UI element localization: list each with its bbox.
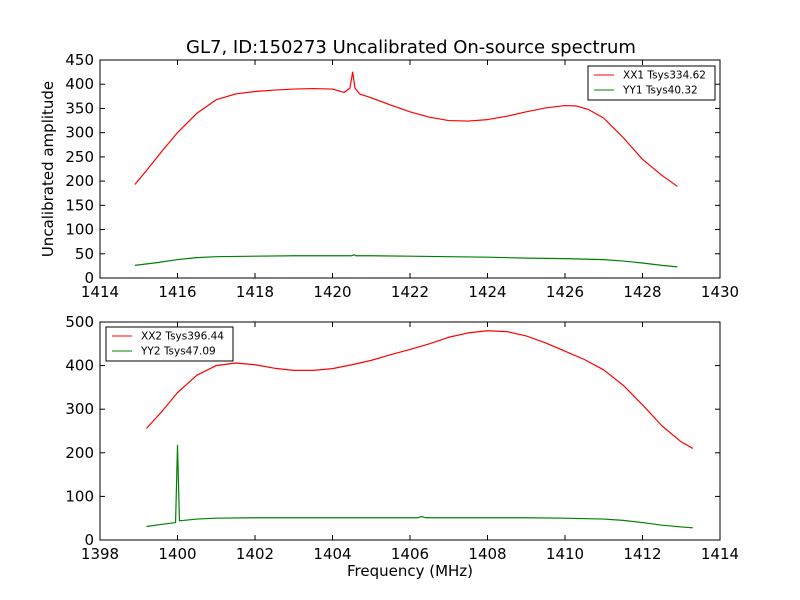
top-legend-label-xx1: XX1 Tsys334.62: [623, 70, 706, 82]
bottom-y-ticks: 0 100 200 300 400 500: [65, 313, 720, 549]
top-x-tick-label: 1430: [701, 283, 739, 301]
top-y-tick-label: 400: [65, 75, 94, 93]
bottom-y-tick-label: 100: [65, 487, 94, 505]
top-legend-box: [587, 65, 716, 101]
top-y-tick-label: 0: [84, 269, 94, 287]
bottom-series-line-xx2: [146, 330, 694, 449]
bottom-legend: XX2 Tsys396.44 YY2 Tsys47.09: [105, 326, 234, 362]
top-legend: XX1 Tsys334.62 YY1 Tsys40.32: [587, 65, 716, 101]
top-y-tick-label: 300: [65, 124, 94, 142]
bottom-x-tick-label: 1408: [468, 545, 506, 563]
bottom-legend-box: [105, 326, 234, 362]
top-x-tick-label: 1416: [158, 283, 196, 301]
bottom-series-line-yy2: [146, 444, 693, 529]
top-x-tick-label: 1422: [391, 283, 429, 301]
top-plot-frame: [99, 59, 721, 279]
top-x-tick-label: 1414: [81, 283, 119, 301]
top-legend-label-yy1: YY1 Tsys40.32: [622, 85, 698, 97]
top-x-tick-label: 1420: [313, 283, 351, 301]
bottom-y-tick-label: 500: [65, 313, 94, 331]
top-x-tick-label: 1418: [236, 283, 274, 301]
bottom-x-tick-label: 1402: [236, 545, 274, 563]
bottom-x-tick-label: 1398: [81, 545, 119, 563]
top-y-ticks: 0 50 100 150 200 250 300 350 400 450: [65, 51, 720, 287]
bottom-y-tick-label: 300: [65, 400, 94, 418]
bottom-subplot: 1398 1400 1402 1404 1406 1408 1410 1412 1414 0 10…: [65, 313, 739, 580]
bottom-x-ticks: 1398 1400 1402 1404 1406 1408 1410 1412 1414: [81, 322, 739, 563]
bottom-y-tick-label: 0: [84, 531, 94, 549]
top-x-tick-label: 1426: [546, 283, 584, 301]
bottom-plot-frame: [99, 321, 721, 541]
top-series-line-xx1: [134, 71, 678, 187]
top-y-tick-label: 250: [65, 148, 94, 166]
bottom-legend-label-yy2: YY2 Tsys47.09: [140, 346, 216, 358]
top-x-tick-label: 1428: [623, 283, 661, 301]
bottom-x-tick-label: 1400: [158, 545, 196, 563]
top-y-tick-label: 350: [65, 99, 94, 117]
top-y-tick-label: 100: [65, 221, 94, 239]
top-subplot: 1414 1416 1418 1420 1422 1424 1426 1428 1430 0 50…: [39, 51, 739, 301]
bottom-x-tick-label: 1412: [623, 545, 661, 563]
bottom-x-tick-label: 1410: [546, 545, 584, 563]
bottom-x-tick-label: 1404: [313, 545, 351, 563]
top-x-tick-label: 1424: [468, 283, 506, 301]
top-y-tick-label: 450: [65, 51, 94, 69]
top-series: [134, 71, 678, 268]
bottom-x-axis-label: Frequency (MHz): [347, 562, 473, 580]
bottom-x-tick-label: 1406: [391, 545, 429, 563]
top-y-tick-label: 150: [65, 196, 94, 214]
top-y-tick-label: 50: [75, 245, 94, 263]
bottom-y-tick-label: 400: [65, 357, 94, 375]
top-y-tick-label: 200: [65, 172, 94, 190]
top-y-axis-label: Uncalibrated amplitude: [39, 81, 57, 257]
bottom-legend-label-xx2: XX2 Tsys396.44: [141, 331, 224, 343]
top-x-ticks: 1414 1416 1418 1420 1422 1424 1426 1428 1430: [81, 60, 739, 301]
bottom-series: [146, 330, 694, 529]
top-series-line-yy1: [134, 254, 678, 268]
figure-title: GL7, ID:150273 Uncalibrated On-source sp…: [186, 37, 636, 58]
bottom-x-tick-label: 1414: [701, 545, 739, 563]
bottom-y-tick-label: 200: [65, 444, 94, 462]
